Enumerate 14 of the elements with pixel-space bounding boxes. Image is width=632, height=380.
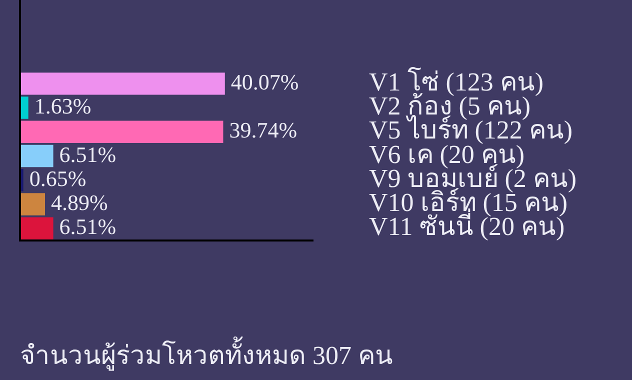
- data-label: 1.63%: [34, 94, 92, 119]
- bar: [20, 72, 225, 95]
- data-label: 4.89%: [51, 190, 108, 216]
- text: จำนวนผู้ร่วมโหวตทั้งหมด 307 คน: [20, 336, 393, 373]
- bar: [20, 217, 54, 240]
- data-label: 39.74%: [229, 118, 298, 143]
- data-label: 6.51%: [59, 142, 116, 167]
- bar: [20, 120, 224, 143]
- bar: [20, 96, 28, 119]
- bar: [20, 193, 46, 216]
- data-label: 6.51%: [59, 214, 116, 240]
- data-label: 0.65%: [29, 166, 86, 191]
- bar: [20, 144, 54, 168]
- data-label: 40.07%: [230, 69, 299, 94]
